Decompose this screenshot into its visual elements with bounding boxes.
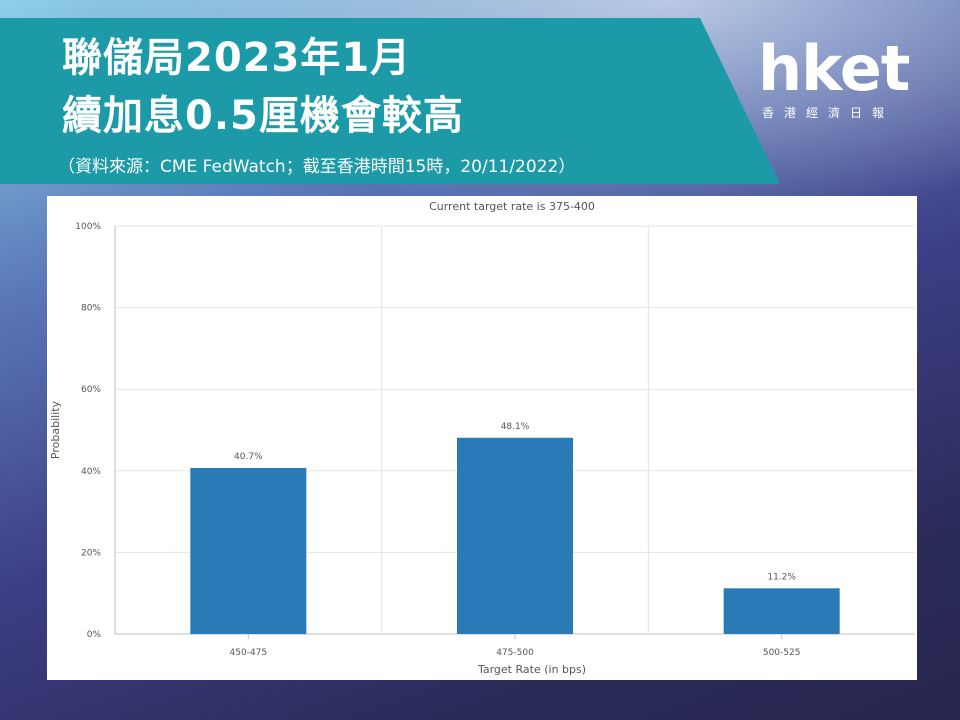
data-label: 40.7% <box>234 452 263 462</box>
y-tick-label: 0% <box>87 630 102 640</box>
y-tick-label: 100% <box>75 222 101 232</box>
chart-panel: Current target rate is 375-400 Probabili… <box>47 196 917 680</box>
y-tick-label: 60% <box>81 385 101 395</box>
page-title-line-1: 聯儲局2023年1月 <box>62 35 412 81</box>
logo-wordmark: hket <box>758 32 910 105</box>
source-note: （資料來源：CME FedWatch；截至香港時間15時，20/11/2022） <box>58 157 576 177</box>
y-axis-label: Probability <box>49 400 62 459</box>
x-tick-label: 450-475 <box>230 648 268 658</box>
data-label: 48.1% <box>501 422 530 432</box>
bar-layer <box>190 437 840 634</box>
bar-500-525 <box>723 588 840 634</box>
y-tick-label: 80% <box>81 304 101 314</box>
probability-bar-chart: Current target rate is 375-400 Probabili… <box>49 200 915 676</box>
title-banner <box>0 18 780 184</box>
data-label: 11.2% <box>767 572 796 582</box>
chart-title: Current target rate is 375-400 <box>429 200 595 213</box>
logo-subtitle: 香港經濟日報 <box>762 106 895 120</box>
page-title-line-2: 續加息0.5厘機會較高 <box>62 93 464 139</box>
hket-logo: hket 香港經濟日報 <box>758 34 928 130</box>
x-axis-label: Target Rate (in bps) <box>477 663 586 676</box>
y-tick-label: 20% <box>81 548 101 558</box>
y-tick-label: 40% <box>81 467 101 477</box>
tick-layer: 0% 20% 40% 60% 80% 100% 40.7% 450-475 48.1% 475-5… <box>75 222 800 658</box>
bar-450-475 <box>190 467 307 634</box>
x-tick-label: 475-500 <box>496 648 534 658</box>
bar-475-500 <box>457 437 573 634</box>
x-tick-label: 500-525 <box>763 648 801 658</box>
